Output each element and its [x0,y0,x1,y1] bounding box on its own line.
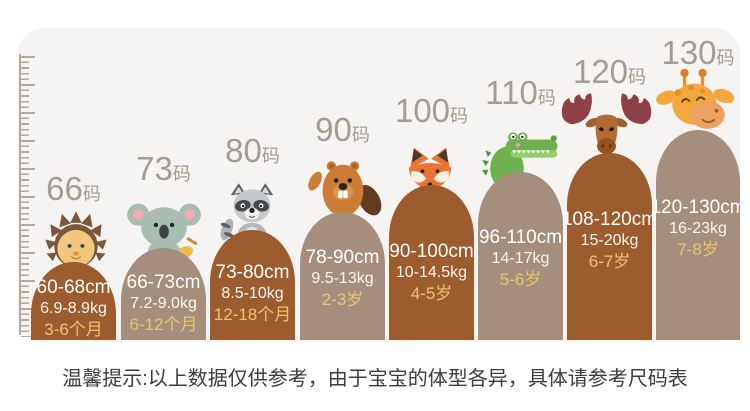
weight-range: 9.5-13kg [311,270,374,287]
height-range: 96-110cm [478,227,563,248]
weight-range: 15-20kg [580,232,639,249]
moose-icon [559,92,654,165]
weight-range: 7.2-9.0kg [130,295,197,312]
size-label-120: 120码 [572,53,647,90]
fox-icon [399,142,461,214]
size-pillar-73: 66-73cm 7.2-9.0kg 6-12个月 [121,248,206,340]
size-label-80: 80码 [225,132,280,169]
size-pillar-90: 78-90cm 9.5-13kg 2-3岁 [300,212,385,340]
weight-range: 6.9-8.9kg [40,300,107,317]
size-pillar-130: 120-130cm 16-23kg 7-8岁 [650,130,746,340]
height-range: 73-80cm [215,262,290,283]
age-range: 12-18个月 [213,305,292,324]
age-range: 4-5岁 [410,284,453,303]
size-label-90: 90码 [315,111,370,148]
weight-range: 14-17kg [491,250,550,267]
age-range: 3-6个月 [44,320,103,339]
height-range: 108-120cm [561,209,658,230]
weight-range: 8.5-10kg [221,285,284,302]
height-range: 60-68cm [36,277,111,298]
age-range: 7-8岁 [677,240,719,259]
hedgehog-icon [44,210,108,278]
ruler-long-ticks [21,56,35,337]
size-label-130: 130码 [661,34,735,71]
beaver-icon [306,158,384,226]
height-range: 120-130cm [650,197,746,218]
ruler-icon [19,54,21,335]
size-pillar-100: 90-100cm 10-14.5kg 4-5岁 [389,185,474,340]
height-range: 78-90cm [305,247,380,268]
size-pillar-80: 73-80cm 8.5-10kg 12-18个月 [210,230,295,340]
age-range: 5-6岁 [499,270,542,289]
size-pillar-110: 96-110cm 14-17kg 5-6岁 [478,172,563,340]
size-pillar-120: 108-120cm 15-20kg 6-7岁 [562,153,657,340]
size-label-66: 66码 [46,170,101,207]
age-range: 6-7岁 [588,252,631,271]
weight-range: 10-14.5kg [395,264,468,281]
height-range: 66-73cm [126,272,201,293]
size-label-110: 110码 [485,74,556,111]
giraffe-icon [655,68,737,142]
size-label-100: 100码 [394,92,469,129]
age-range: 2-3岁 [321,290,364,309]
disclaimer-note: 温馨提示:以上数据仅供参考，由于宝宝的体型各异，具体请参考尺码表 [62,368,688,390]
size-label-73: 73码 [136,150,191,187]
age-range: 6-12个月 [129,315,198,334]
size-pillar-66: 60-68cm 6.9-8.9kg 3-6个月 [31,262,116,340]
raccoon-icon [219,178,285,244]
weight-range: 16-23kg [669,220,727,237]
height-range: 90-100cm [389,241,474,262]
